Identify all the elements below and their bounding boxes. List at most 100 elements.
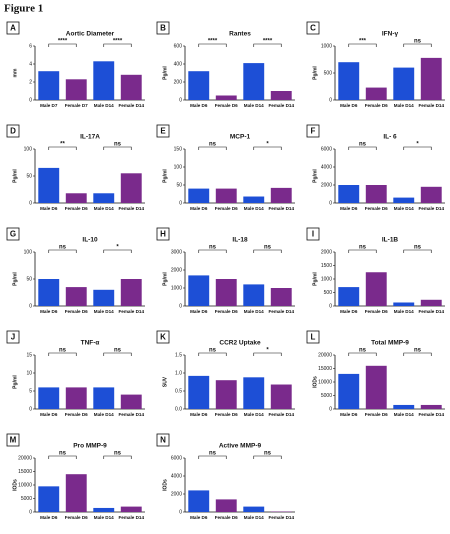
panel-letter: B [160, 24, 166, 33]
y-tick-label: 0 [29, 509, 32, 515]
significance-bracket [403, 249, 432, 253]
y-axis-label: Pg/ml [162, 169, 168, 183]
panel-title: IL- 6 [383, 134, 397, 141]
bar [365, 365, 387, 409]
significance-bracket [198, 352, 227, 356]
significance-label: * [266, 348, 269, 354]
panel-letter: D [10, 127, 16, 136]
y-axis-label: Pg/ml [162, 272, 168, 286]
y-tick-label: 3000 [171, 249, 182, 255]
bar [120, 394, 142, 409]
y-tick-label: 600 [174, 43, 183, 49]
y-axis-label: IODs [162, 479, 168, 491]
x-tick-label: Female D14 [118, 412, 144, 417]
panel-title: TNF-α [81, 340, 100, 347]
x-tick-label: Male D14 [244, 412, 264, 417]
y-tick-label: 0.5 [175, 388, 182, 394]
x-tick-label: Female D14 [268, 206, 294, 211]
y-axis-label: Pg/ml [12, 169, 18, 183]
bar [338, 185, 360, 203]
significance-bracket [253, 352, 282, 356]
x-tick-label: Male D14 [244, 309, 264, 314]
significance-label: **** [58, 39, 68, 45]
bar [38, 387, 60, 409]
panel-letter-box [306, 21, 320, 35]
bar [188, 71, 210, 100]
x-tick-label: Female D14 [268, 515, 294, 520]
x-tick-label: Male D14 [94, 515, 114, 520]
significance-label: **** [113, 39, 123, 45]
bar [420, 404, 442, 409]
significance-label: ns [359, 142, 367, 148]
x-tick-label: Male D6 [40, 309, 58, 314]
significance-bracket [253, 43, 282, 47]
bar [270, 91, 292, 100]
significance-label: ns [209, 451, 217, 457]
y-tick-label: 20000 [318, 352, 332, 358]
x-tick-label: Female D14 [118, 206, 144, 211]
bar [243, 196, 265, 203]
panel: M Pro MMP-9 IODs 0 5000 10000 15000 20000 Male D… [6, 433, 145, 520]
panel-title: MCP-1 [230, 134, 251, 141]
panel: J TNF-α Pg/ml 0 5 10 15 Male D6 Female D6 Male D1… [6, 330, 145, 417]
x-tick-label: Male D14 [94, 309, 114, 314]
x-tick-label: Female D14 [118, 309, 144, 314]
x-tick-label: Female D6 [215, 206, 238, 211]
x-tick-label: Male D14 [394, 412, 414, 417]
bar [188, 375, 210, 409]
panel-letter-box [6, 227, 20, 241]
bar [215, 95, 237, 100]
significance-label: * [416, 142, 419, 148]
y-axis-label: SUV [162, 376, 168, 387]
bar [93, 387, 115, 409]
significance-label: ns [59, 348, 67, 354]
panel-letter-box [156, 124, 170, 138]
bar [38, 71, 60, 100]
bar [215, 380, 237, 409]
y-tick-label: 6 [29, 43, 32, 49]
x-tick-label: Female D14 [418, 309, 444, 314]
y-tick-label: 500 [324, 70, 333, 76]
x-tick-label: Female D14 [418, 412, 444, 417]
y-tick-label: 100 [174, 164, 183, 170]
y-tick-label: 1.0 [175, 370, 182, 376]
x-tick-label: Female D14 [268, 103, 294, 108]
y-tick-label: 20000 [18, 455, 32, 461]
x-tick-label: Female D6 [215, 515, 238, 520]
significance-label: ns [59, 245, 67, 251]
x-tick-label: Male D6 [340, 103, 358, 108]
y-tick-label: 5000 [321, 393, 332, 399]
panel-letter: J [11, 333, 15, 342]
y-tick-label: 1000 [171, 285, 182, 291]
significance-bracket [103, 146, 132, 150]
x-tick-label: Female D6 [65, 412, 88, 417]
bar [65, 474, 87, 512]
panel-title: Pro MMP-9 [73, 443, 107, 450]
panel-title: CCR2 Uptake [219, 340, 261, 347]
y-tick-label: 0 [329, 303, 332, 309]
panel: B Rantes Pg/ml 0 200 400 600 Male D6 Female D6 Ma… [156, 21, 295, 108]
bar [365, 185, 387, 203]
panel-letter-box [6, 124, 20, 138]
bar [215, 499, 237, 512]
panel-letter-box [306, 330, 320, 344]
bar [420, 186, 442, 203]
significance-label: ns [114, 142, 122, 148]
y-axis-label: IODs [312, 376, 318, 388]
x-tick-label: Female D6 [65, 515, 88, 520]
y-tick-label: 0 [179, 509, 182, 515]
y-tick-label: 10000 [318, 379, 332, 385]
x-tick-label: Male D6 [190, 412, 208, 417]
panel-letter: A [10, 24, 16, 33]
x-tick-label: Male D14 [244, 206, 264, 211]
bar [243, 284, 265, 306]
x-tick-label: Male D14 [394, 103, 414, 108]
panel-letter: G [10, 230, 16, 239]
panel-letter: F [311, 127, 316, 136]
panel-title: Active MMP-9 [219, 443, 262, 450]
bar [243, 377, 265, 409]
y-tick-label: 0.0 [175, 406, 182, 412]
significance-label: ns [414, 245, 422, 251]
bar [188, 490, 210, 512]
significance-bracket [103, 43, 132, 47]
